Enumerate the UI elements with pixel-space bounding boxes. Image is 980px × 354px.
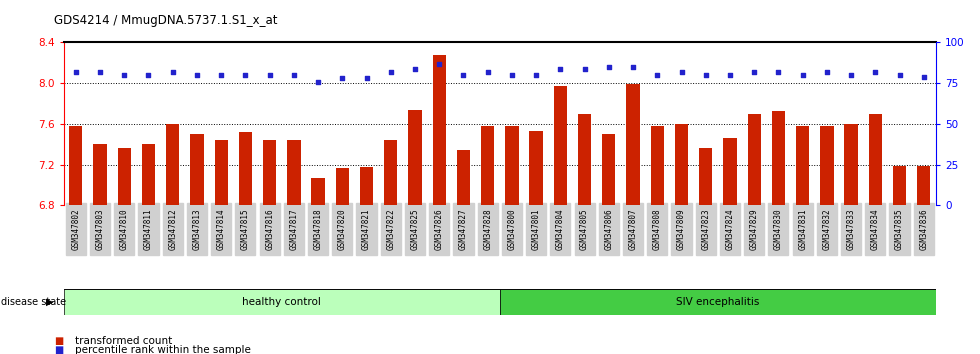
Bar: [336, 168, 349, 205]
Bar: [651, 126, 663, 205]
Bar: [796, 126, 809, 205]
Text: SIV encephalitis: SIV encephalitis: [676, 297, 760, 307]
Bar: [312, 178, 324, 205]
Bar: [500, 289, 936, 315]
Point: [262, 72, 277, 78]
Point: [165, 69, 180, 75]
Bar: [820, 126, 834, 205]
Text: healthy control: healthy control: [242, 297, 321, 307]
Point: [577, 66, 593, 72]
Bar: [529, 131, 543, 205]
Point: [553, 66, 568, 72]
Point: [528, 72, 544, 78]
Point: [770, 69, 786, 75]
Point: [92, 69, 108, 75]
Point: [867, 69, 883, 75]
Point: [237, 72, 253, 78]
Point: [456, 72, 471, 78]
Point: [601, 64, 616, 70]
Point: [286, 72, 302, 78]
Bar: [287, 140, 301, 205]
Text: GDS4214 / MmugDNA.5737.1.S1_x_at: GDS4214 / MmugDNA.5737.1.S1_x_at: [54, 14, 277, 27]
Bar: [893, 166, 907, 205]
Text: transformed count: transformed count: [75, 336, 172, 346]
Text: disease state: disease state: [1, 297, 66, 307]
Bar: [239, 132, 252, 205]
Bar: [118, 148, 131, 205]
Point: [819, 69, 835, 75]
Point: [117, 72, 132, 78]
Point: [795, 72, 810, 78]
Point: [334, 75, 350, 81]
Bar: [675, 124, 688, 205]
Bar: [432, 55, 446, 205]
Text: ■: ■: [54, 345, 63, 354]
Point: [383, 69, 399, 75]
Bar: [142, 144, 155, 205]
Point: [189, 72, 205, 78]
Bar: [578, 114, 591, 205]
Bar: [772, 111, 785, 205]
Bar: [723, 138, 737, 205]
Bar: [699, 148, 712, 205]
Point: [480, 69, 496, 75]
Bar: [70, 126, 82, 205]
Point: [747, 69, 762, 75]
Bar: [263, 140, 276, 205]
Bar: [845, 124, 858, 205]
Bar: [554, 86, 567, 205]
Bar: [360, 167, 373, 205]
Bar: [64, 289, 500, 315]
Point: [916, 74, 932, 80]
Bar: [917, 166, 930, 205]
Bar: [481, 126, 494, 205]
Bar: [166, 124, 179, 205]
Point: [141, 72, 157, 78]
Point: [407, 66, 422, 72]
Point: [843, 72, 858, 78]
Point: [214, 72, 229, 78]
Point: [892, 72, 907, 78]
Point: [698, 72, 713, 78]
Bar: [190, 134, 204, 205]
Point: [68, 69, 83, 75]
Bar: [93, 144, 107, 205]
Point: [722, 72, 738, 78]
Text: ■: ■: [54, 336, 63, 346]
Bar: [626, 84, 640, 205]
Bar: [384, 140, 398, 205]
Text: ▶: ▶: [46, 297, 54, 307]
Bar: [215, 140, 227, 205]
Bar: [602, 134, 615, 205]
Text: percentile rank within the sample: percentile rank within the sample: [75, 345, 251, 354]
Point: [673, 69, 689, 75]
Bar: [868, 114, 882, 205]
Point: [359, 75, 374, 81]
Point: [311, 79, 326, 84]
Bar: [457, 150, 470, 205]
Point: [625, 64, 641, 70]
Bar: [748, 114, 760, 205]
Point: [504, 72, 519, 78]
Point: [431, 61, 447, 67]
Point: [650, 72, 665, 78]
Bar: [506, 126, 518, 205]
Bar: [409, 110, 421, 205]
